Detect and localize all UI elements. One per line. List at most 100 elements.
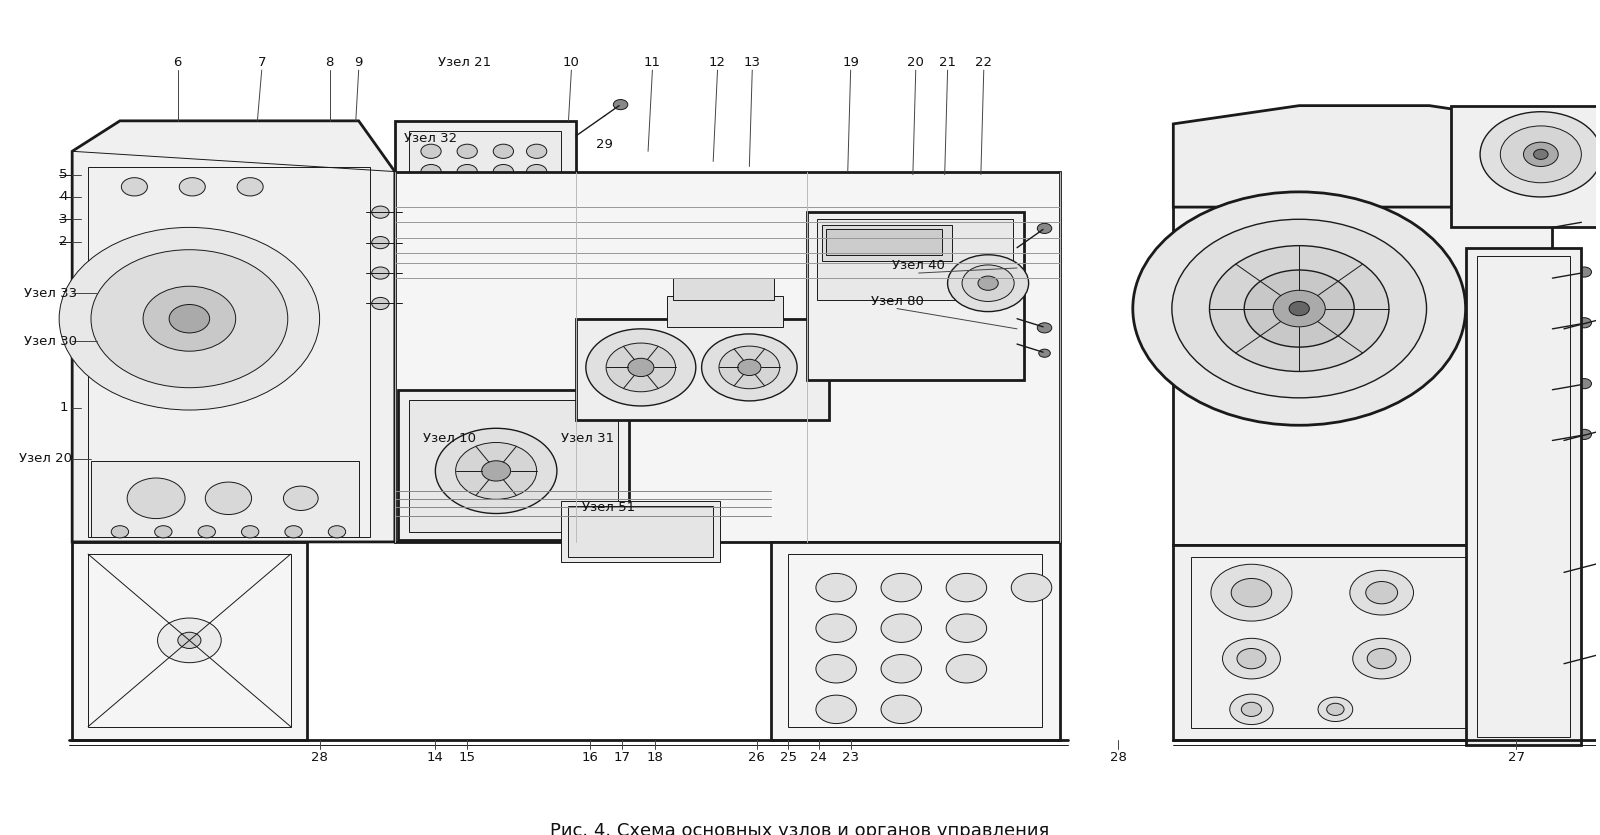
Text: 19: 19 — [842, 55, 859, 68]
Circle shape — [1318, 697, 1352, 721]
Circle shape — [1578, 378, 1592, 389]
Circle shape — [328, 526, 346, 538]
Circle shape — [1597, 312, 1600, 323]
Circle shape — [1578, 267, 1592, 277]
Circle shape — [59, 227, 320, 410]
Circle shape — [1578, 429, 1592, 439]
Text: 7: 7 — [258, 55, 266, 68]
Circle shape — [1210, 245, 1389, 372]
Circle shape — [371, 206, 389, 218]
Circle shape — [1274, 291, 1325, 326]
Circle shape — [606, 343, 675, 392]
Circle shape — [371, 267, 389, 279]
Circle shape — [122, 178, 147, 196]
Text: Узел 20: Узел 20 — [19, 453, 72, 465]
Circle shape — [1133, 192, 1466, 425]
Text: 6: 6 — [174, 55, 182, 68]
Text: Узел 80: Узел 80 — [870, 295, 923, 308]
Circle shape — [493, 185, 514, 199]
Circle shape — [702, 334, 797, 401]
Bar — [1173, 545, 1552, 740]
Circle shape — [482, 461, 510, 481]
Circle shape — [1038, 349, 1050, 357]
Circle shape — [1501, 126, 1581, 183]
Bar — [398, 390, 629, 540]
Text: 4: 4 — [59, 190, 67, 204]
Text: 24: 24 — [810, 751, 827, 763]
Circle shape — [421, 144, 442, 159]
Circle shape — [283, 486, 318, 510]
Text: Узел 32: Узел 32 — [405, 132, 458, 144]
Circle shape — [1578, 317, 1592, 328]
Circle shape — [456, 443, 536, 499]
Polygon shape — [1173, 106, 1552, 207]
Text: 9: 9 — [355, 55, 363, 68]
Bar — [1466, 248, 1581, 745]
Circle shape — [157, 618, 221, 663]
Circle shape — [1230, 694, 1274, 725]
Text: 22: 22 — [976, 55, 992, 68]
Circle shape — [1597, 424, 1600, 434]
Text: 3: 3 — [59, 213, 67, 225]
Text: 5: 5 — [59, 168, 67, 181]
Circle shape — [627, 358, 654, 377]
Circle shape — [458, 164, 477, 179]
Bar — [1451, 106, 1600, 227]
Circle shape — [91, 250, 288, 387]
Text: Узел 30: Узел 30 — [24, 335, 77, 347]
Circle shape — [242, 526, 259, 538]
Circle shape — [178, 632, 202, 649]
Text: Узел 40: Узел 40 — [893, 260, 946, 272]
Bar — [771, 542, 1061, 740]
Text: 12: 12 — [709, 55, 726, 68]
Text: Узел 33: Узел 33 — [24, 287, 77, 300]
Circle shape — [946, 614, 987, 642]
Bar — [818, 220, 1013, 301]
Circle shape — [1534, 149, 1549, 159]
Circle shape — [1523, 142, 1558, 166]
Circle shape — [1037, 223, 1051, 234]
Bar — [395, 121, 576, 217]
Circle shape — [371, 297, 389, 310]
Circle shape — [1578, 216, 1592, 226]
Circle shape — [1222, 638, 1280, 679]
Bar — [91, 461, 358, 537]
Circle shape — [526, 144, 547, 159]
Circle shape — [816, 696, 856, 724]
Circle shape — [179, 178, 205, 196]
Bar — [826, 230, 942, 255]
Circle shape — [1597, 647, 1600, 658]
Circle shape — [526, 185, 547, 199]
Circle shape — [882, 614, 922, 642]
Circle shape — [1245, 270, 1354, 347]
Bar — [1477, 256, 1570, 736]
Circle shape — [1597, 556, 1600, 566]
Circle shape — [946, 655, 987, 683]
Circle shape — [1011, 574, 1051, 602]
Circle shape — [142, 286, 235, 352]
Circle shape — [1237, 649, 1266, 669]
Circle shape — [738, 359, 762, 376]
Circle shape — [1326, 703, 1344, 716]
Circle shape — [458, 185, 477, 199]
Bar — [1190, 557, 1534, 727]
Text: 14: 14 — [427, 751, 443, 763]
Text: 2: 2 — [59, 235, 67, 248]
Text: 27: 27 — [1507, 751, 1525, 763]
Circle shape — [526, 164, 547, 179]
Bar — [410, 400, 618, 532]
Circle shape — [126, 478, 186, 519]
Text: 28: 28 — [310, 751, 328, 763]
Circle shape — [458, 144, 477, 159]
Text: Узел 21: Узел 21 — [438, 55, 491, 68]
Bar — [822, 225, 952, 261]
Bar — [667, 296, 782, 326]
Bar — [576, 319, 829, 420]
Text: 26: 26 — [749, 751, 765, 763]
Circle shape — [1366, 581, 1397, 604]
Bar — [88, 166, 370, 537]
Text: Узел 10: Узел 10 — [424, 432, 477, 445]
Circle shape — [371, 236, 389, 249]
Circle shape — [947, 255, 1029, 311]
Bar — [808, 212, 1024, 380]
